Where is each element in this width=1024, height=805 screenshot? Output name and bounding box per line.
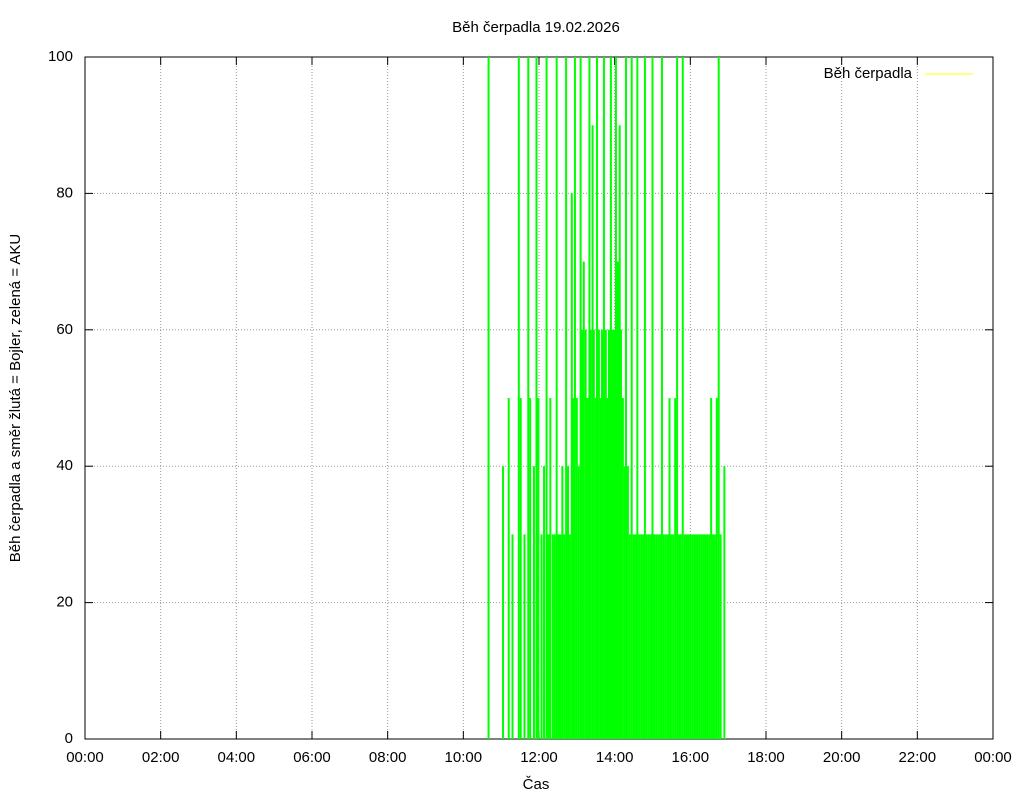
x-tick-label: 20:00 <box>823 749 861 766</box>
x-tick-label: 10:00 <box>445 749 483 766</box>
y-tick-label: 40 <box>56 457 73 474</box>
x-tick-label: 14:00 <box>596 749 634 766</box>
x-tick-label: 12:00 <box>520 749 558 766</box>
x-tick-label: 00:00 <box>66 749 104 766</box>
x-tick-label: 06:00 <box>293 749 331 766</box>
x-tick-label: 08:00 <box>369 749 407 766</box>
x-tick-label: 04:00 <box>218 749 256 766</box>
x-tick-label: 18:00 <box>747 749 785 766</box>
y-tick-label: 80 <box>56 184 73 201</box>
y-tick-label: 60 <box>56 321 73 338</box>
y-axis-label: Běh čerpadla a směr žlutá = Bojler, zele… <box>7 234 24 563</box>
y-tick-label: 0 <box>65 730 73 747</box>
x-tick-label: 22:00 <box>899 749 937 766</box>
chart-title: Běh čerpadla 19.02.2026 <box>452 19 620 36</box>
y-tick-label: 100 <box>48 48 73 65</box>
x-axis-label: Čas <box>523 776 550 793</box>
legend-label: Běh čerpadla <box>824 65 913 82</box>
x-tick-label: 02:00 <box>142 749 180 766</box>
x-tick-label: 16:00 <box>672 749 710 766</box>
y-tick-label: 20 <box>56 594 73 611</box>
x-tick-label: 00:00 <box>974 749 1012 766</box>
